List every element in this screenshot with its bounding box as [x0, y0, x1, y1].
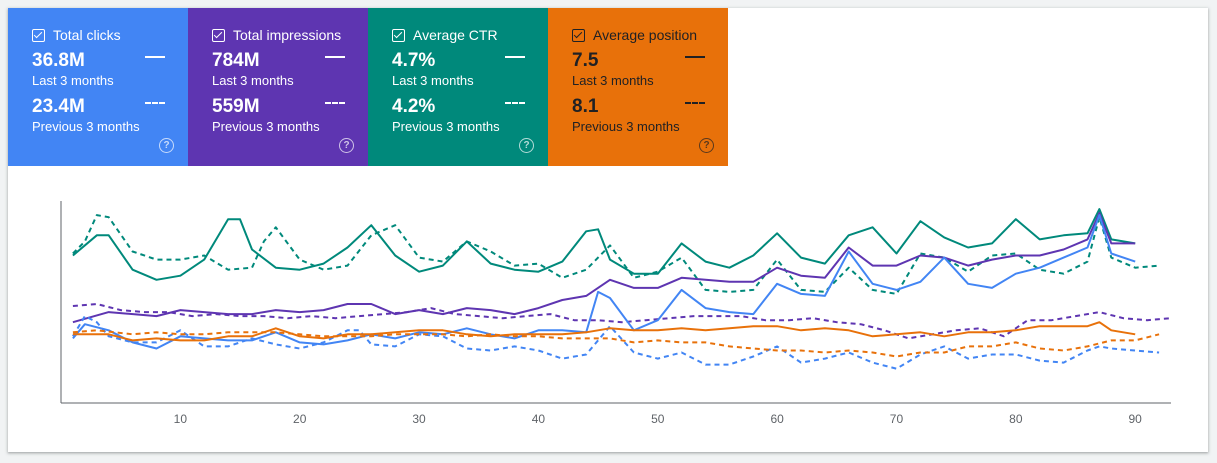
help-icon[interactable]: ? — [339, 138, 354, 153]
current-value: 7.5 — [572, 50, 599, 71]
x-tick-label: 90 — [1129, 412, 1143, 426]
current-period-label: Last 3 months — [32, 73, 114, 88]
tile-position[interactable]: Average position 7.5 Last 3 months 8.1 P… — [548, 8, 728, 166]
previous-metric: 23.4M Previous 3 months — [32, 96, 188, 136]
current-period-label: Last 3 months — [212, 73, 294, 88]
current-metric: 4.7% Last 3 months — [392, 50, 548, 90]
tile-title: Average position — [572, 26, 728, 44]
previous-value: 559M — [212, 96, 260, 117]
current-metric: 784M Last 3 months — [212, 50, 368, 90]
previous-metric: 8.1 Previous 3 months — [572, 96, 728, 136]
x-tick-label: 80 — [1009, 412, 1023, 426]
help-icon[interactable]: ? — [159, 138, 174, 153]
dashed-line-legend-icon — [685, 102, 705, 104]
series-line-average-ctr-previous[interactable] — [72, 214, 1160, 295]
series-line-total-impressions[interactable] — [72, 212, 1136, 324]
checkbox-icon[interactable] — [32, 28, 45, 42]
x-tick-label: 40 — [532, 412, 546, 426]
previous-period-label: Previous 3 months — [392, 119, 500, 134]
checkbox-icon[interactable] — [212, 28, 225, 42]
x-tick-label: 30 — [412, 412, 426, 426]
solid-line-legend-icon — [685, 56, 705, 58]
previous-period-label: Previous 3 months — [32, 119, 140, 134]
tile-title-label: Average CTR — [413, 27, 498, 43]
previous-value: 4.2% — [392, 96, 436, 117]
current-value: 784M — [212, 50, 260, 71]
x-tick-label: 20 — [293, 412, 307, 426]
tile-title: Total impressions — [212, 26, 368, 44]
help-icon[interactable]: ? — [519, 138, 534, 153]
performance-card: Total clicks 36.8M Last 3 months 23.4M P… — [8, 8, 1208, 452]
tile-ctr[interactable]: Average CTR 4.7% Last 3 months 4.2% Prev… — [368, 8, 548, 166]
previous-period-label: Previous 3 months — [212, 119, 320, 134]
current-value: 4.7% — [392, 50, 436, 71]
checkbox-icon[interactable] — [392, 28, 405, 42]
tile-title-label: Average position — [593, 27, 698, 43]
current-period-label: Last 3 months — [392, 73, 474, 88]
dashed-line-legend-icon — [145, 102, 165, 104]
dashed-line-legend-icon — [505, 102, 525, 104]
line-chart[interactable]: 10 20 30 40 50 60 70 80 90 — [8, 166, 1208, 452]
dashed-line-legend-icon — [325, 102, 345, 104]
tile-impressions[interactable]: Total impressions 784M Last 3 months 559… — [188, 8, 368, 166]
solid-line-legend-icon — [145, 56, 165, 58]
series-line-average-position-previous[interactable] — [72, 329, 1160, 358]
tile-title: Average CTR — [392, 26, 548, 44]
previous-metric: 559M Previous 3 months — [212, 96, 368, 136]
previous-value: 23.4M — [32, 96, 85, 117]
current-value: 36.8M — [32, 50, 85, 71]
series-line-total-clicks[interactable] — [72, 214, 1136, 350]
solid-line-legend-icon — [325, 56, 345, 58]
series-line-total-impressions-previous[interactable] — [72, 303, 1172, 340]
tile-title: Total clicks — [32, 26, 188, 44]
tile-title-label: Total clicks — [53, 27, 121, 43]
x-tick-label: 70 — [890, 412, 904, 426]
x-tick-label: 50 — [651, 412, 665, 426]
previous-period-label: Previous 3 months — [572, 119, 680, 134]
series-line-average-ctr[interactable] — [72, 208, 1136, 281]
tile-title-label: Total impressions — [233, 27, 342, 43]
help-icon[interactable]: ? — [699, 138, 714, 153]
chart-area: 10 20 30 40 50 60 70 80 90 — [8, 166, 1208, 452]
checkbox-icon[interactable] — [572, 28, 585, 42]
current-metric: 7.5 Last 3 months — [572, 50, 728, 90]
series-line-total-clicks-previous[interactable] — [72, 315, 1160, 370]
current-period-label: Last 3 months — [572, 73, 654, 88]
previous-metric: 4.2% Previous 3 months — [392, 96, 548, 136]
tile-clicks[interactable]: Total clicks 36.8M Last 3 months 23.4M P… — [8, 8, 188, 166]
solid-line-legend-icon — [505, 56, 525, 58]
previous-value: 8.1 — [572, 96, 599, 117]
x-tick-label: 10 — [174, 412, 188, 426]
current-metric: 36.8M Last 3 months — [32, 50, 188, 90]
x-tick-label: 60 — [770, 412, 784, 426]
metric-tiles: Total clicks 36.8M Last 3 months 23.4M P… — [8, 8, 728, 166]
